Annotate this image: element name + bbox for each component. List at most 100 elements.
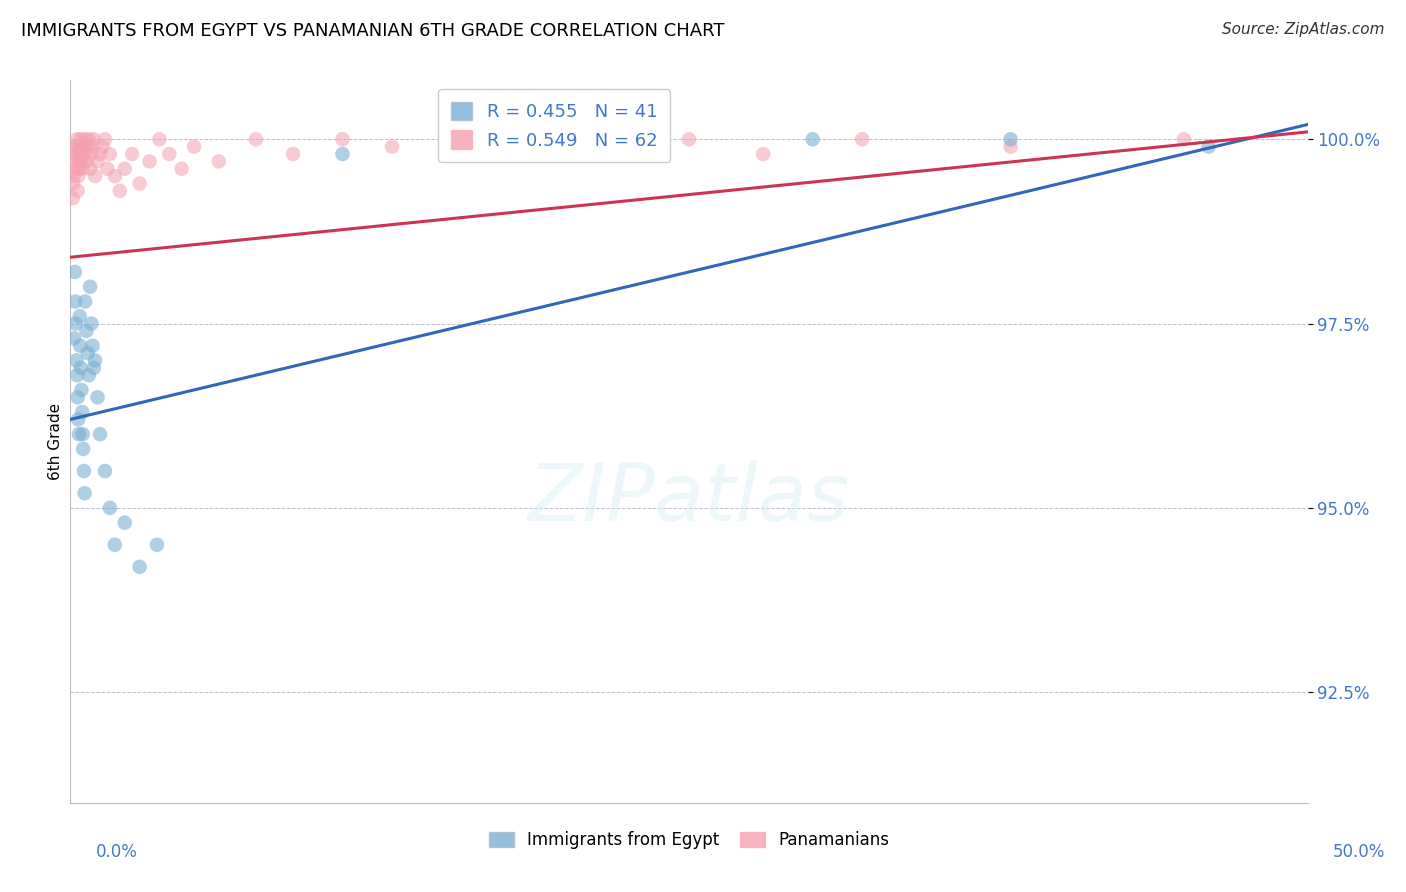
Point [77,132,100,146]
Point [146,538,169,552]
Point [98,147,121,161]
Point [67,169,90,183]
Point [69,132,91,146]
Point [66,390,89,404]
Point [65,294,87,309]
Point [128,560,150,574]
Point [603,132,626,146]
Point [67,427,90,442]
Point [69,139,91,153]
Point [82,339,104,353]
Point [75,147,97,161]
Point [104,169,127,183]
Point [529,132,551,146]
Point [1000,132,1022,146]
Point [94,132,117,146]
Point [801,132,824,146]
Point [467,139,489,153]
Point [69,147,91,161]
Point [62,169,84,183]
Point [456,132,478,146]
Point [121,147,143,161]
Point [114,516,136,530]
Point [72,427,94,442]
Point [65,139,87,153]
Text: ZIPatlas: ZIPatlas [527,460,851,539]
Point [67,412,90,426]
Text: 0.0%: 0.0% [96,843,138,861]
Point [66,368,89,383]
Point [72,442,94,456]
Point [89,427,111,442]
Point [1173,132,1195,146]
Point [752,147,775,161]
Point [82,139,104,153]
Point [281,147,304,161]
Point [1198,139,1220,153]
Point [76,346,98,360]
Point [80,317,103,331]
Point [245,132,267,146]
Point [75,294,97,309]
Point [83,360,105,375]
Point [84,353,107,368]
Point [66,139,89,153]
Point [86,390,108,404]
Point [94,464,117,478]
Point [80,147,103,161]
Point [98,500,121,515]
Point [73,139,96,153]
Point [108,184,131,198]
Point [69,339,91,353]
Point [89,147,111,161]
Point [83,132,105,146]
Point [67,161,90,176]
Point [148,132,170,146]
Point [70,405,93,419]
Point [73,486,96,500]
Point [678,132,700,146]
Point [79,279,101,293]
Point [332,147,354,161]
Point [77,368,100,383]
Point [63,154,86,169]
Text: IMMIGRANTS FROM EGYPT VS PANAMANIAN 6TH GRADE CORRELATION CHART: IMMIGRANTS FROM EGYPT VS PANAMANIAN 6TH … [21,22,724,40]
Point [69,309,91,323]
Point [104,538,127,552]
Point [157,147,180,161]
Point [332,132,354,146]
Text: 50.0%: 50.0% [1333,843,1385,861]
Point [208,154,231,169]
Point [70,383,93,397]
Point [170,161,193,176]
Point [79,161,101,176]
Point [67,154,90,169]
Point [138,154,160,169]
Point [1000,139,1022,153]
Point [65,147,87,161]
Point [75,324,97,338]
Point [75,154,97,169]
Point [70,147,93,161]
Point [128,177,150,191]
Point [65,353,87,368]
Point [65,147,87,161]
Point [114,161,136,176]
Point [66,184,89,198]
Point [183,139,205,153]
Point [69,360,91,375]
Text: Source: ZipAtlas.com: Source: ZipAtlas.com [1222,22,1385,37]
Point [63,331,86,345]
Point [62,191,84,205]
Point [73,464,96,478]
Point [96,161,118,176]
Point [66,132,89,146]
Point [72,147,94,161]
Point [76,139,98,153]
Point [63,161,86,176]
Point [70,139,93,153]
Point [84,169,107,183]
Point [63,265,86,279]
Y-axis label: 6th Grade: 6th Grade [48,403,63,480]
Point [73,132,96,146]
